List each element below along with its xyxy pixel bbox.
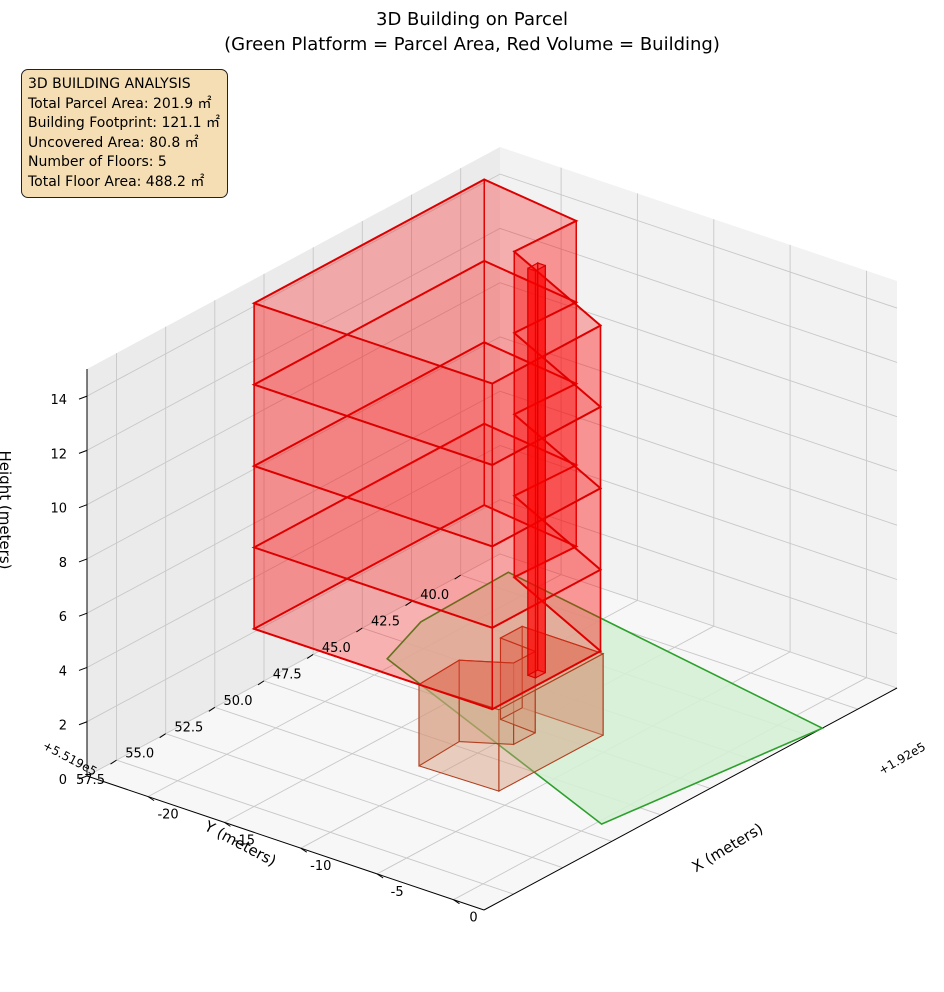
info-floor-count: Number of Floors: 5 <box>28 154 167 171</box>
z-tick-label: 4 <box>59 664 67 679</box>
y-tick-label: 55.0 <box>125 747 154 762</box>
z-tick-label: 0 <box>59 773 67 788</box>
x-offset-label: +1.92e5 <box>876 740 928 778</box>
y-tick-label: 45.0 <box>322 641 351 656</box>
analysis-info-box: 3D BUILDING ANALYSIS Total Parcel Area: … <box>21 69 228 198</box>
pane-y-min <box>500 147 897 688</box>
grid-line-z <box>86 553 898 777</box>
ground-block-top <box>417 625 605 711</box>
y-axis-line <box>86 775 485 911</box>
y-tick-label: 42.5 <box>371 615 400 630</box>
y-tick-mark <box>159 733 166 739</box>
z-tick-label: 6 <box>59 610 67 625</box>
z-axis-label: Height (meters) <box>0 451 14 570</box>
x-tick-label: -10 <box>310 859 331 874</box>
z-tick-label: 10 <box>50 502 67 517</box>
grid-line-z <box>86 445 898 668</box>
x-axis-label: X (meters) <box>689 819 767 875</box>
z-tick-label: 2 <box>59 719 67 734</box>
x-tick-mark <box>224 821 231 827</box>
y-tick-mark <box>110 759 117 765</box>
info-building-footprint: Building Footprint: 121.1 ㎡ <box>28 115 221 132</box>
chart-marks <box>251 178 825 826</box>
grid-line-z <box>86 336 898 560</box>
pane-x-min <box>87 147 500 776</box>
x-tick-mark <box>300 847 308 853</box>
z-tick-mark <box>78 395 88 400</box>
y-tick-mark <box>208 706 216 712</box>
axes-frame <box>86 369 898 911</box>
y-tick-label: 47.5 <box>273 667 302 682</box>
y-tick-mark <box>356 627 363 633</box>
z-tick-mark <box>78 721 88 726</box>
x-tick-label: -15 <box>234 833 255 848</box>
chart-title: 3D Building on Parcel <box>376 9 568 30</box>
z-tick-mark <box>78 666 88 671</box>
x-tick-mark <box>147 796 155 802</box>
z-tick-label: 12 <box>50 447 67 462</box>
building-floor-slab <box>251 178 603 385</box>
x-tick-label: 0 <box>469 911 477 926</box>
x-tick-mark <box>453 899 460 905</box>
z-tick-label: 8 <box>59 556 67 571</box>
info-parcel-area: Total Parcel Area: 201.9 ㎡ <box>28 95 212 112</box>
axes-ticks: -20 -15 -10 -5 0 40.0 42.5 45.0 47.5 50.0 52.5 55.0… <box>50 393 477 926</box>
y-tick-label: 40.0 <box>420 588 449 603</box>
info-total-floor-area: Total Floor Area: 488.2 ㎡ <box>28 173 205 190</box>
info-uncovered-area: Uncovered Area: 80.8 ㎡ <box>28 134 199 151</box>
building-core-shaft <box>527 261 539 677</box>
grid-line-z <box>86 173 898 397</box>
y-tick-label: 52.5 <box>174 720 203 735</box>
z-tick-mark <box>78 449 88 454</box>
x-axis-line <box>483 687 898 911</box>
info-heading: 3D BUILDING ANALYSIS <box>28 76 191 92</box>
z-tick-mark <box>78 612 88 617</box>
parcel-platform <box>386 571 825 826</box>
x-tick-mark <box>376 873 384 879</box>
y-tick-label: 50.0 <box>224 694 253 709</box>
z-tick-mark <box>78 504 88 509</box>
z-tick-mark <box>78 558 88 563</box>
grid-line-z <box>86 227 898 451</box>
grid-line-z <box>86 499 898 723</box>
y-tick-mark <box>454 574 461 580</box>
y-tick-mark <box>306 654 314 659</box>
z-tick-label: 14 <box>50 393 67 408</box>
x-tick-label: -5 <box>391 885 404 900</box>
chart-subtitle: (Green Platform = Parcel Area, Red Volum… <box>224 34 720 55</box>
grid-line-z <box>86 282 898 506</box>
x-tick-label: -20 <box>157 808 178 823</box>
z-tick-mark <box>78 775 88 780</box>
y-tick-mark <box>405 601 412 606</box>
y-tick-mark <box>257 680 265 686</box>
grid-line-z <box>86 390 898 614</box>
